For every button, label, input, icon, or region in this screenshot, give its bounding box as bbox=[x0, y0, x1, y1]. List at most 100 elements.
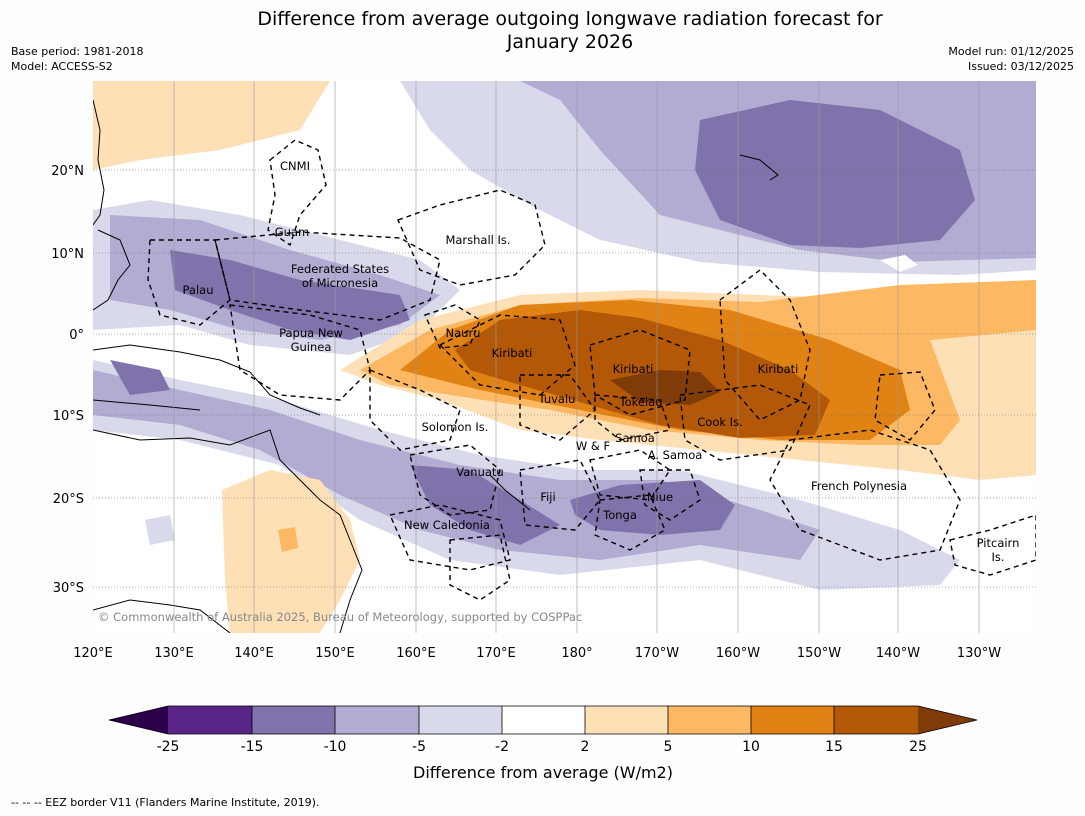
micronesia-strong-negative bbox=[170, 250, 410, 340]
lon-label-150w: 150°W bbox=[797, 646, 841, 661]
small-negative-blob bbox=[145, 515, 175, 545]
eez-pitcairn bbox=[949, 514, 1036, 576]
eez-marshall bbox=[397, 189, 546, 286]
australia-positive-mid bbox=[278, 527, 298, 552]
copyright-notice: © Commonwealth of Australia 2025, Bureau… bbox=[98, 610, 582, 624]
asia-coast bbox=[93, 99, 105, 226]
colorbar-tick: -5 bbox=[412, 739, 426, 755]
colorbar-title: Difference from average (W/m2) bbox=[413, 763, 673, 782]
label-samoa: Samoa bbox=[615, 431, 655, 445]
label-cnmi: CNMI bbox=[280, 159, 310, 173]
eez-new-caledonia bbox=[389, 504, 511, 571]
lat-label-20n: 20°N bbox=[51, 164, 84, 179]
indonesia-coast bbox=[93, 399, 201, 411]
label-nauru: Nauru bbox=[446, 326, 481, 340]
lon-label-130w: 130°W bbox=[957, 646, 1001, 661]
label-kiribati-west: Kiribati bbox=[492, 346, 533, 360]
lon-label-140e: 140°E bbox=[234, 646, 274, 661]
label-fsm-line1: Federated States bbox=[291, 262, 389, 276]
lon-label-150e: 150°E bbox=[315, 646, 355, 661]
label-guam: Guam bbox=[275, 225, 309, 239]
label-fiji: Fiji bbox=[540, 490, 555, 504]
colorbar-bin-neg2-2 bbox=[502, 706, 585, 734]
title-line-1: Difference from average outgoing longwav… bbox=[257, 8, 883, 30]
small-white-patch bbox=[880, 255, 918, 272]
eez-fsm bbox=[214, 231, 441, 321]
label-french-polynesia: French Polynesia bbox=[811, 479, 907, 493]
label-palau: Palau bbox=[183, 283, 214, 297]
colorbar-tick: -15 bbox=[241, 739, 264, 755]
colorbar-tick: 5 bbox=[664, 739, 673, 755]
region-labels: CNMI Guam Marshall Is. Federated States … bbox=[183, 159, 1020, 564]
label-png-line1: Papua New bbox=[279, 326, 343, 340]
label-tuvalu: Tuvalu bbox=[538, 392, 576, 406]
colorbar-tick: -2 bbox=[495, 739, 509, 755]
colorbar-bin-2-5 bbox=[585, 706, 668, 734]
lon-label-140w: 140°W bbox=[876, 646, 920, 661]
graticule bbox=[93, 81, 1036, 633]
eez-niue bbox=[639, 469, 701, 521]
label-kiribati-central: Kiribati bbox=[613, 362, 654, 376]
label-wallis-futuna: W & F bbox=[576, 439, 610, 453]
lon-label-130e: 130°E bbox=[154, 646, 194, 661]
colorbar-separators bbox=[251, 706, 835, 734]
label-new-caledonia: New Caledonia bbox=[404, 518, 490, 532]
eez-norfolk bbox=[449, 534, 511, 601]
colorbar-high-extend bbox=[918, 706, 977, 734]
lon-label-120e: 120°E bbox=[73, 646, 113, 661]
meta-left: Base period: 1981-2018 Model: ACCESS-S2 bbox=[11, 44, 143, 74]
eez-solomon bbox=[369, 368, 461, 451]
longitude-axis-labels: 120°E 130°E 140°E 150°E 160°E 170°E 180°… bbox=[73, 646, 1001, 661]
label-vanuatu: Vanuatu bbox=[456, 465, 503, 479]
colorbar-tick: -25 bbox=[157, 739, 180, 755]
colorbar-bin-neg15-neg10 bbox=[252, 706, 335, 734]
australia-positive bbox=[222, 470, 360, 633]
label-fsm-line2: of Micronesia bbox=[302, 276, 378, 290]
label-kiribati-east: Kiribati bbox=[758, 362, 799, 376]
lat-label-30s: 30°S bbox=[53, 581, 84, 596]
eez-borders bbox=[147, 139, 1036, 601]
hawaii-coast bbox=[739, 154, 779, 181]
south-australia-coast bbox=[93, 599, 231, 633]
meta-right: Model run: 01/12/2025 Issued: 03/12/2025 bbox=[948, 44, 1074, 74]
model-run: Model run: 01/12/2025 bbox=[948, 45, 1074, 58]
lon-label-160e: 160°E bbox=[396, 646, 436, 661]
eez-tonga bbox=[594, 494, 666, 551]
eez-kiribati-east bbox=[719, 269, 811, 421]
label-cook-islands: Cook Is. bbox=[697, 415, 742, 429]
label-solomon-islands: Solomon Is. bbox=[422, 420, 489, 434]
vanuatu-strong-negative bbox=[410, 465, 560, 545]
label-niue: Niue bbox=[647, 490, 673, 504]
latitude-axis-labels: 20°N 10°N 0° 10°S 20°S 30°S bbox=[51, 164, 84, 596]
colorbar-bin-10-15 bbox=[751, 706, 834, 734]
australia-coast bbox=[93, 429, 363, 633]
label-png-line2: Guinea bbox=[291, 340, 332, 354]
philippines-coast bbox=[93, 229, 131, 311]
nw-positive-region bbox=[93, 81, 330, 170]
lon-label-170e: 170°E bbox=[476, 646, 516, 661]
model-name: Model: ACCESS-S2 bbox=[11, 60, 113, 73]
label-pitcairn-line1: Pitcairn bbox=[977, 536, 1020, 550]
eez-legend-note: -- -- -- EEZ border V11 (Flanders Marine… bbox=[11, 796, 320, 809]
eez-nauru bbox=[424, 304, 481, 349]
colorbar-tick: 15 bbox=[825, 739, 843, 755]
coastlines bbox=[93, 99, 779, 633]
colorbar-tick-labels: -25 -15 -10 -5 -2 2 5 10 15 25 bbox=[157, 739, 927, 755]
lat-label-20s: 20°S bbox=[53, 492, 84, 507]
colorbar: -25 -15 -10 -5 -2 2 5 10 15 25 Differenc… bbox=[108, 705, 978, 782]
title-line-2: January 2026 bbox=[506, 31, 634, 53]
lon-label-180: 180° bbox=[561, 646, 592, 661]
colorbar-tick: -10 bbox=[324, 739, 347, 755]
colorbar-tick: 10 bbox=[742, 739, 760, 755]
label-pitcairn-line2: Is. bbox=[991, 550, 1004, 564]
base-period: Base period: 1981-2018 bbox=[11, 45, 144, 58]
anomaly-field bbox=[93, 81, 1036, 633]
label-american-samoa: A. Samoa bbox=[648, 448, 703, 462]
colorbar-bin-5-10 bbox=[668, 706, 751, 734]
eez-french-polynesia bbox=[769, 429, 961, 561]
longitude-lines bbox=[173, 81, 980, 633]
png-strong-negative bbox=[110, 360, 170, 395]
lon-label-170w: 170°W bbox=[635, 646, 679, 661]
lon-label-160w: 160°W bbox=[716, 646, 760, 661]
